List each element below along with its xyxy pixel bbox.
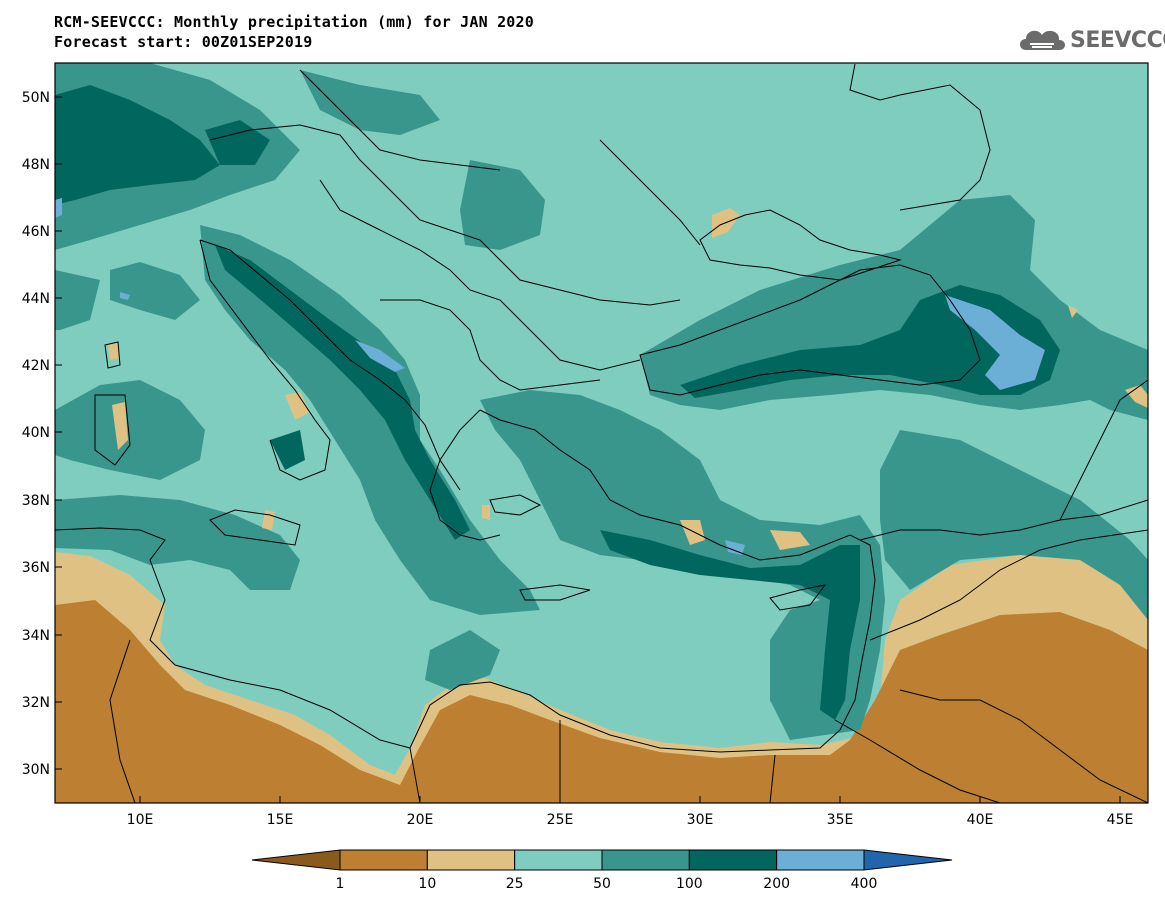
seevccc-logo: SEEVCCC: [1016, 22, 1165, 56]
lat-label: 46N: [22, 224, 50, 240]
field-1-10-south: [55, 600, 1148, 803]
axis-ticks: [55, 96, 1121, 803]
longitude-labels: 10E 15E 20E 25E 30E 35E 40E 45E: [127, 812, 1134, 828]
lon-label: 20E: [407, 812, 434, 828]
colorbar-level-label: 200: [763, 876, 790, 892]
field-50-100: [55, 63, 1148, 740]
lat-label: 50N: [22, 90, 50, 106]
colorbar-level-label: 400: [851, 876, 878, 892]
colorbar-swatch: [776, 849, 865, 871]
lat-label: 40N: [22, 425, 50, 441]
lon-label: 25E: [547, 812, 574, 828]
lat-label: 32N: [22, 695, 50, 711]
map-field: [55, 63, 1148, 803]
colorbar-swatch: [514, 849, 603, 871]
coastlines: [55, 63, 1148, 803]
colorbar-labels: 1 10 25 50 100 200 400: [336, 876, 878, 892]
lon-label: 15E: [267, 812, 294, 828]
lon-label: 30E: [687, 812, 714, 828]
lon-label: 45E: [1107, 812, 1134, 828]
colorbar-swatch: [339, 849, 428, 871]
lon-label: 40E: [967, 812, 994, 828]
lat-label: 48N: [22, 157, 50, 173]
lat-label: 36N: [22, 560, 50, 576]
colorbar-swatch: [688, 849, 778, 871]
colorbar-swatch: [601, 849, 690, 871]
colorbar-swatch-under: [251, 849, 341, 871]
colorbar-swatch: [426, 849, 516, 871]
colorbar: [251, 849, 953, 871]
colorbar-level-label: 10: [418, 876, 436, 892]
colorbar-level-label: 100: [676, 876, 703, 892]
field-200-400: [55, 198, 1045, 555]
colorbar-level-label: 50: [593, 876, 611, 892]
colorbar-level-label: 25: [506, 876, 524, 892]
colorbar-swatch-over: [863, 849, 953, 871]
lat-label: 44N: [22, 291, 50, 307]
colorbar-level-label: 1: [336, 876, 345, 892]
map-title: RCM-SEEVCCC: Monthly precipitation (mm) …: [54, 13, 534, 31]
lat-label: 30N: [22, 762, 50, 778]
latitude-labels: 50N 48N 46N 44N 42N 40N 38N 36N 34N 32N …: [22, 90, 50, 778]
field-10-25-spots: [108, 208, 1148, 550]
map-frame: [54, 62, 1149, 804]
lon-label: 35E: [827, 812, 854, 828]
forecast-start-label: Forecast start: 00Z01SEP2019: [54, 33, 313, 51]
lon-label: 10E: [127, 812, 154, 828]
logo-text: SEEVCCC: [1070, 28, 1165, 53]
cloud-icon: [1020, 30, 1065, 50]
lat-label: 34N: [22, 628, 50, 644]
lat-label: 42N: [22, 358, 50, 374]
lat-label: 38N: [22, 493, 50, 509]
